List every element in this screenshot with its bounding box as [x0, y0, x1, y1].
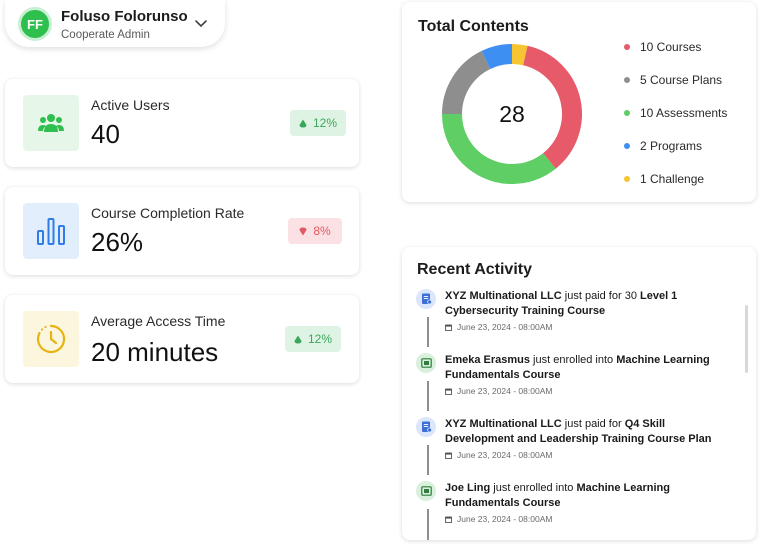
trend-badge-up: 12% — [285, 326, 341, 352]
book-icon — [416, 353, 436, 373]
timeline-connector — [427, 317, 429, 347]
chevron-down-icon[interactable] — [194, 16, 208, 30]
legend-dot — [624, 143, 630, 149]
trend-badge-up: 12% — [290, 110, 346, 136]
recent-activity-card: Recent Activity XYZ Multinational LLC ju… — [402, 247, 756, 540]
activity-time: June 23, 2024 - 08:00AM — [445, 514, 552, 524]
stat-label: Average Access Time — [91, 313, 226, 329]
scrollbar[interactable] — [745, 305, 748, 373]
stat-card-active-users: Active Users 40 12% — [5, 79, 359, 167]
stat-card-access-time: Average Access Time 20 minutes 12% — [5, 295, 359, 383]
timeline-connector — [427, 509, 429, 540]
legend-dot — [624, 110, 630, 116]
users-icon — [23, 95, 79, 151]
timeline-connector — [427, 445, 429, 475]
donut-chart: 28 — [442, 44, 582, 184]
timeline-connector — [427, 381, 429, 411]
trend-up-icon — [299, 119, 307, 127]
trend-down-icon — [299, 227, 307, 235]
legend-label: 5 Course Plans — [640, 73, 723, 87]
donut-slice-courses — [522, 45, 582, 169]
trend-value: 12% — [307, 332, 333, 346]
legend-item: 10 Assessments — [624, 106, 727, 120]
receipt-icon — [416, 417, 436, 437]
legend-label: 2 Programs — [640, 139, 703, 153]
trend-value: 12% — [312, 116, 338, 130]
donut-slice-course-plans — [442, 50, 491, 115]
avatar: FF — [18, 7, 52, 41]
activity-time: June 23, 2024 - 08:00AM — [445, 322, 552, 332]
bar-chart-icon — [23, 203, 79, 259]
donut-total: 28 — [499, 101, 525, 127]
activity-text: Joe Ling just enrolled into Machine Lear… — [445, 482, 670, 509]
legend-item: 1 Challenge — [624, 172, 704, 186]
stat-value: 20 minutes — [91, 337, 219, 367]
user-menu[interactable]: FF Foluso Folorunso Cooperate Admin — [5, 0, 225, 47]
calendar-icon — [445, 388, 452, 395]
calendar-icon — [445, 516, 452, 523]
donut-slice-programs — [481, 44, 513, 70]
legend-label: 10 Courses — [640, 40, 702, 54]
legend-label: 1 Challenge — [640, 172, 705, 186]
stat-label: Course Completion Rate — [91, 205, 245, 221]
calendar-icon — [445, 452, 452, 459]
user-role: Cooperate Admin — [61, 29, 150, 41]
card-title: Recent Activity — [417, 261, 532, 278]
legend-dot — [624, 44, 630, 50]
activity-text: XYZ Multinational LLC just paid for 30 L… — [445, 290, 678, 317]
clock-icon — [23, 311, 79, 367]
book-icon — [416, 481, 436, 501]
activity-time: June 23, 2024 - 08:00AM — [445, 450, 552, 460]
donut-slice-assessments — [442, 113, 556, 184]
legend-item: 5 Course Plans — [624, 73, 722, 87]
stat-value: 40 — [91, 119, 120, 149]
legend-label: 10 Assessments — [640, 106, 728, 120]
legend-dot — [624, 77, 630, 83]
trend-up-icon — [294, 335, 302, 343]
user-name: Foluso Folorunso — [61, 8, 188, 25]
activity-text: Emeka Erasmus just enrolled into Machine… — [445, 354, 710, 381]
stat-label: Active Users — [91, 97, 170, 113]
legend-item: 2 Programs — [624, 139, 702, 153]
total-contents-card: Total Contents 28 10 Courses 5 Course Pl… — [402, 2, 756, 202]
stat-card-course-completion: Course Completion Rate 26% 8% — [5, 187, 359, 275]
stat-value: 26% — [91, 227, 144, 257]
receipt-icon — [416, 289, 436, 309]
card-title: Total Contents — [418, 18, 529, 35]
legend-item: 10 Courses — [624, 40, 701, 54]
activity-time: June 23, 2024 - 08:00AM — [445, 386, 552, 396]
trend-value: 8% — [313, 224, 331, 238]
donut-slice-challenge — [511, 44, 528, 66]
activity-text: XYZ Multinational LLC just paid for Q4 S… — [445, 418, 712, 445]
legend-dot — [624, 176, 630, 182]
calendar-icon — [445, 324, 452, 331]
trend-badge-down: 8% — [288, 218, 342, 244]
